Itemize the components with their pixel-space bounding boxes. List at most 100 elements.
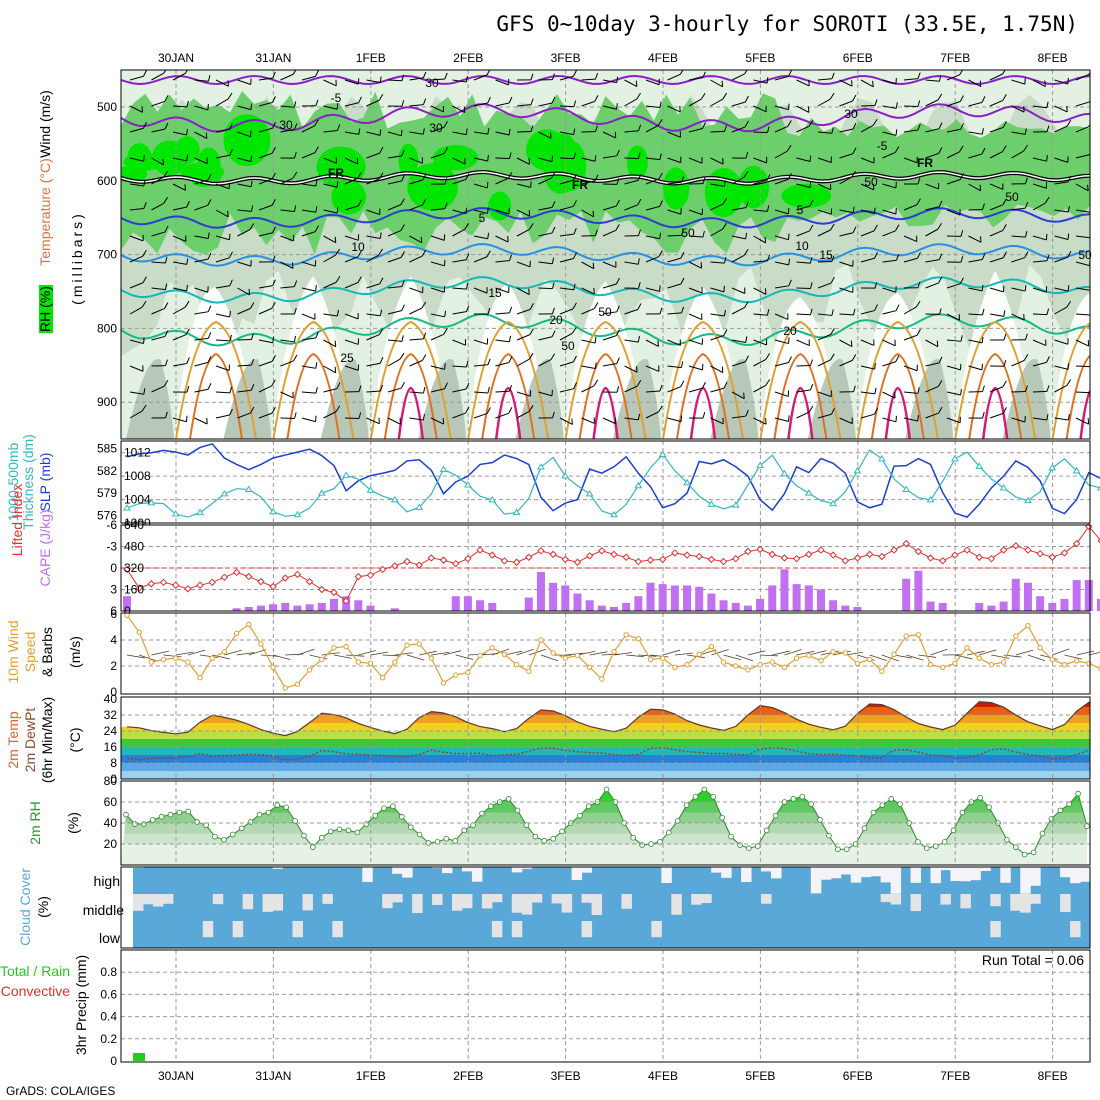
wind-barb [387,131,402,137]
wind-barb-flag [336,206,339,214]
wind-barb-flag [357,199,362,207]
wind-barb [172,334,187,341]
wind-barb-flag [765,379,771,386]
wind-barb [280,360,294,367]
wind-barb-flag [1088,71,1090,75]
wind-barb [495,102,510,107]
wind-barb [860,391,875,395]
wind-barb [903,365,918,372]
wind-barb [624,339,639,343]
wind10-barb [516,648,534,656]
wind-barb-flag [594,336,597,344]
wind-barb-flag [830,223,835,231]
cape-bar [1048,602,1057,611]
wind-barb [581,209,594,218]
rh-bright-patch [223,114,271,167]
cloud-clear-cell [581,867,593,873]
wind-barb [387,256,402,263]
wind-barb-flag [444,72,448,80]
cape-bar [610,606,618,611]
wind-barb [989,151,1003,159]
rh2m-point [701,786,708,793]
wind-barb-flag [938,75,942,82]
thickness-point [853,466,862,474]
wind-barb [731,307,745,315]
wind-barb [667,386,681,393]
wind-barb [430,417,444,425]
cape-bar [549,582,558,611]
wind-barb [882,131,897,136]
rh2m-point [986,804,992,811]
wind-barb [710,79,723,88]
wind-barb [882,310,897,315]
wind-barb-flag [960,123,964,130]
wind-barb [946,128,961,133]
wind-barb [903,334,918,341]
wind-barb-flag [229,310,231,318]
wind10-point [952,660,958,667]
cape-label: CAPE (J/kg) [37,509,53,586]
cape-bar [792,584,801,611]
wind-barb-flag [487,207,489,214]
wind-barb-flag [1046,385,1050,392]
upper-panel-legend: Wind (m/s) Temperature (°C) RH (%) (mill… [37,90,85,333]
wind10-point [988,662,995,668]
wind-barb [323,313,338,317]
rh-bright-patch [662,167,690,210]
wind-barb [344,282,359,289]
wind-barb-flag [422,98,427,105]
lifted-index-point [512,558,521,566]
wind-barb [796,79,810,87]
moist-plume [905,358,954,439]
wind-barb [839,359,853,367]
wind-barb [1075,235,1090,239]
wind-barb-flag [960,230,964,237]
wind-barb-flag [314,119,319,127]
rh2m-point [772,812,779,819]
rh2m-point [461,827,467,834]
bottom-date-label: 7FEB [940,1069,970,1083]
lifted-index-point [963,546,971,554]
rh2m-point [327,828,334,835]
thickness-tick: 582 [97,464,117,478]
cloud-units-label: (%) [35,896,51,918]
cloud-clear-cell [1010,894,1021,911]
wind-barb [151,385,165,393]
wind-barb [172,183,186,191]
wind10-point [866,656,873,663]
wind-barb-flag [401,304,405,311]
wind-barb-flag [874,282,878,289]
wind10-barb [662,649,681,656]
wind-barb [258,101,273,107]
upper-wind-barbs [129,70,1090,425]
wind-barb [731,339,746,343]
wind-barb [387,387,402,393]
wind-barb-flag [465,173,470,180]
wind-barb-flag [334,236,337,243]
wind-barb [387,79,403,82]
wind-barb [731,391,745,400]
wind-barb-flag [530,73,534,80]
wind-barb [667,365,682,369]
wind-barb [129,207,144,211]
wind-barb [774,285,789,289]
wind-barb [129,282,144,289]
wind-barb [882,391,896,399]
wind-barb-flag [786,144,792,152]
wind-barb-flag [637,124,642,131]
rh2m-point [915,839,921,845]
wind-barb [710,98,723,107]
wind-barb-flag [938,406,943,414]
temp-band [121,731,1090,739]
wind-barb [129,127,144,133]
cloud-clear-cell [302,894,313,911]
wind-barb-flag [1002,198,1007,205]
rh2m-point [132,821,138,827]
wind-barb-flag [917,281,921,288]
wind-barb-flag [422,332,427,339]
temp-band [121,739,1090,747]
thickness-point [537,463,545,470]
wind-barb [172,206,187,211]
cloud-clear-cell [591,894,603,916]
